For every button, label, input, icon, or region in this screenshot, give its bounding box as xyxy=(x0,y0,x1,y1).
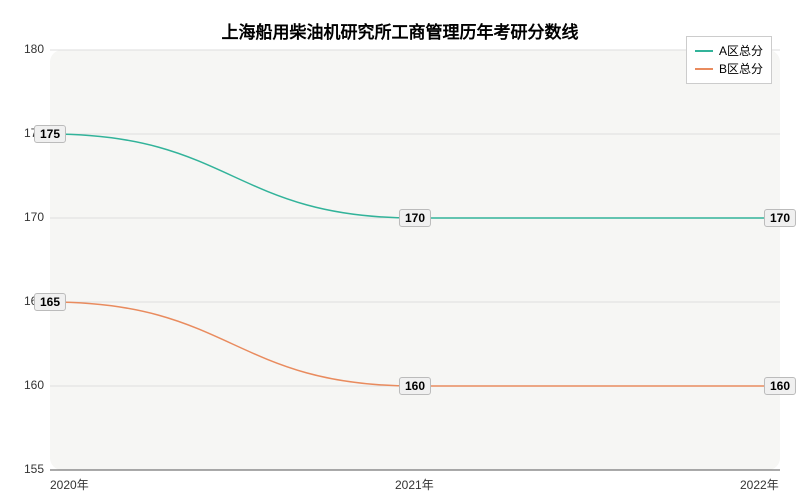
data-label: 170 xyxy=(399,209,431,227)
data-label: 160 xyxy=(764,377,796,395)
y-tick-label: 160 xyxy=(24,378,44,392)
chart-title: 上海船用柴油机研究所工商管理历年考研分数线 xyxy=(0,18,800,43)
x-tick-label: 2020年 xyxy=(50,476,89,493)
data-label: 165 xyxy=(34,293,66,311)
legend: A区总分 B区总分 xyxy=(686,36,772,84)
legend-label-b: B区总分 xyxy=(719,60,763,78)
legend-swatch-b xyxy=(695,68,713,70)
x-tick-label: 2022年 xyxy=(740,476,779,493)
y-tick-label: 155 xyxy=(24,462,44,476)
legend-swatch-a xyxy=(695,50,713,52)
y-tick-label: 180 xyxy=(24,42,44,56)
data-label: 160 xyxy=(399,377,431,395)
chart-svg xyxy=(0,0,800,500)
line-chart: 上海船用柴油机研究所工商管理历年考研分数线 A区总分 B区总分 155 160 16… xyxy=(0,0,800,500)
legend-item-a: A区总分 xyxy=(695,42,763,60)
y-tick-label: 170 xyxy=(24,210,44,224)
x-tick-label: 2021年 xyxy=(395,476,434,493)
legend-label-a: A区总分 xyxy=(719,42,763,60)
data-label: 175 xyxy=(34,125,66,143)
data-label: 170 xyxy=(764,209,796,227)
legend-item-b: B区总分 xyxy=(695,60,763,78)
